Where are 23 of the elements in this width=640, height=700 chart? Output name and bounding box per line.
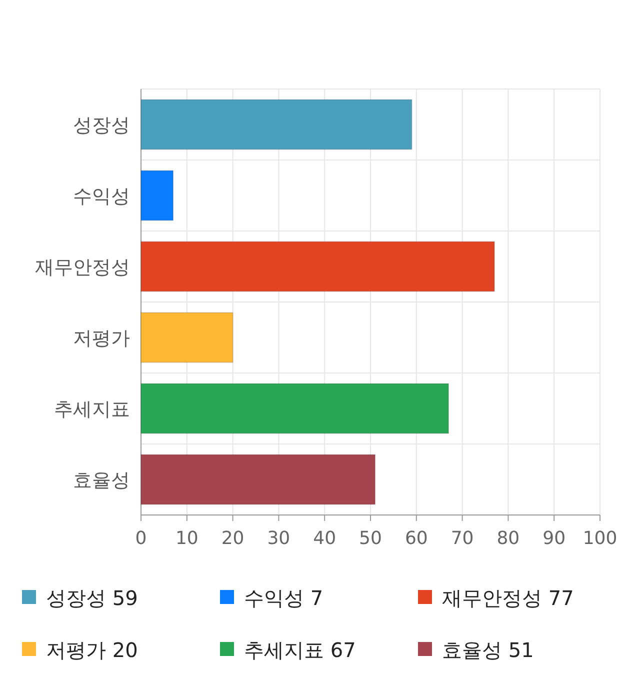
legend-label: 효율성 51 [442, 638, 534, 662]
x-tick-label: 60 [404, 528, 428, 549]
x-tick-label: 20 [221, 528, 244, 549]
x-tick-label: 90 [542, 528, 566, 549]
x-tick-label: 70 [450, 528, 474, 549]
x-tick-label: 50 [359, 528, 382, 549]
y-tick-label: 재무안정성 [35, 256, 130, 278]
y-tick-label: 효율성 [73, 470, 130, 492]
legend-label: 추세지표 67 [244, 638, 356, 662]
y-tick-label: 저평가 [73, 328, 130, 350]
x-tick-label: 0 [135, 528, 147, 549]
legend-label: 수익성 7 [244, 586, 324, 610]
legend-label: 저평가 20 [46, 638, 138, 662]
y-tick-label: 추세지표 [54, 398, 130, 420]
x-tick-label: 100 [582, 528, 618, 549]
y-tick-label: 수익성 [73, 186, 130, 208]
legend-label: 재무안정성 77 [442, 586, 574, 610]
x-tick-label: 10 [175, 528, 198, 549]
y-tick-label: 성장성 [73, 114, 130, 136]
x-tick-label: 40 [313, 528, 336, 549]
x-tick-label: 30 [267, 528, 290, 549]
x-tick-label: 80 [496, 528, 520, 549]
legend-label: 성장성 59 [46, 586, 138, 610]
